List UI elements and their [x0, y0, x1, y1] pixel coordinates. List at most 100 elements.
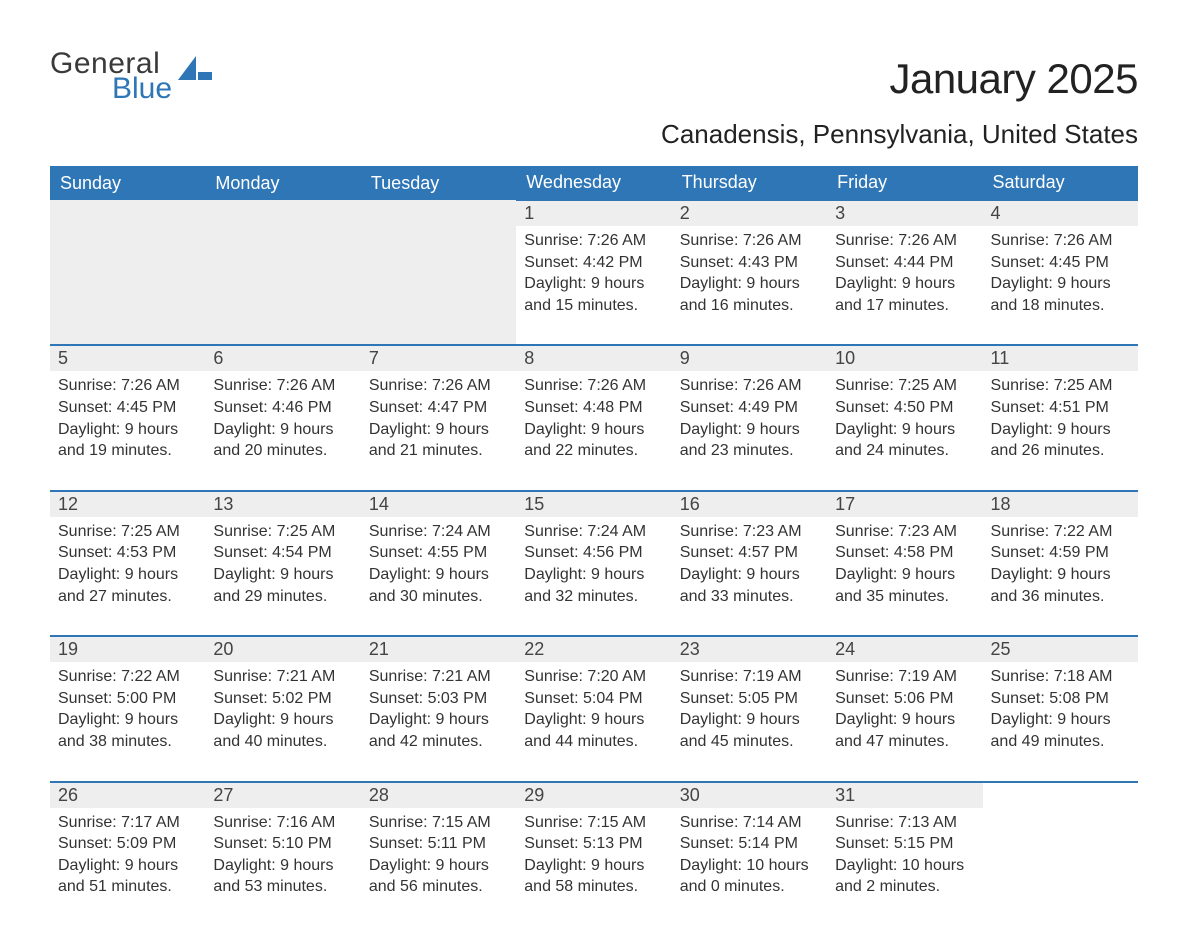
day-number: 20	[205, 637, 360, 662]
sunset-line: Sunset: 4:49 PM	[680, 397, 819, 419]
calendar-week-row: 1Sunrise: 7:26 AMSunset: 4:42 PMDaylight…	[50, 200, 1138, 345]
day-cell: 19Sunrise: 7:22 AMSunset: 5:00 PMDayligh…	[50, 636, 205, 781]
sunrise-line: Sunrise: 7:17 AM	[58, 812, 197, 834]
daylight-line: Daylight: 9 hours and 20 minutes.	[213, 419, 352, 462]
sunrise-line: Sunrise: 7:22 AM	[991, 521, 1130, 543]
header-row: General Blue January 2025	[50, 50, 1138, 103]
calendar-week-row: 26Sunrise: 7:17 AMSunset: 5:09 PMDayligh…	[50, 782, 1138, 926]
day-number: 23	[672, 637, 827, 662]
daylight-line: Daylight: 10 hours and 2 minutes.	[835, 855, 974, 898]
daylight-line: Daylight: 9 hours and 21 minutes.	[369, 419, 508, 462]
day-cell: 25Sunrise: 7:18 AMSunset: 5:08 PMDayligh…	[983, 636, 1138, 781]
sunrise-line: Sunrise: 7:23 AM	[680, 521, 819, 543]
day-details: Sunrise: 7:14 AMSunset: 5:14 PMDaylight:…	[672, 808, 827, 898]
daylight-line: Daylight: 9 hours and 23 minutes.	[680, 419, 819, 462]
day-details: Sunrise: 7:19 AMSunset: 5:06 PMDaylight:…	[827, 662, 982, 752]
sunset-line: Sunset: 5:09 PM	[58, 833, 197, 855]
day-cell: 3Sunrise: 7:26 AMSunset: 4:44 PMDaylight…	[827, 200, 982, 345]
day-details: Sunrise: 7:26 AMSunset: 4:43 PMDaylight:…	[672, 226, 827, 316]
day-details: Sunrise: 7:16 AMSunset: 5:10 PMDaylight:…	[205, 808, 360, 898]
sunrise-line: Sunrise: 7:26 AM	[369, 375, 508, 397]
day-details: Sunrise: 7:25 AMSunset: 4:53 PMDaylight:…	[50, 517, 205, 607]
sail-icon	[178, 56, 212, 80]
day-cell: 5Sunrise: 7:26 AMSunset: 4:45 PMDaylight…	[50, 345, 205, 490]
daylight-line: Daylight: 10 hours and 0 minutes.	[680, 855, 819, 898]
sunrise-line: Sunrise: 7:19 AM	[680, 666, 819, 688]
sunset-line: Sunset: 4:50 PM	[835, 397, 974, 419]
day-cell: 30Sunrise: 7:14 AMSunset: 5:14 PMDayligh…	[672, 782, 827, 926]
sunrise-line: Sunrise: 7:22 AM	[58, 666, 197, 688]
day-details: Sunrise: 7:18 AMSunset: 5:08 PMDaylight:…	[983, 662, 1138, 752]
daylight-line: Daylight: 9 hours and 56 minutes.	[369, 855, 508, 898]
day-details: Sunrise: 7:26 AMSunset: 4:47 PMDaylight:…	[361, 371, 516, 461]
sunrise-line: Sunrise: 7:26 AM	[680, 230, 819, 252]
daylight-line: Daylight: 9 hours and 30 minutes.	[369, 564, 508, 607]
sunset-line: Sunset: 4:46 PM	[213, 397, 352, 419]
day-number: 11	[983, 346, 1138, 371]
sunset-line: Sunset: 5:11 PM	[369, 833, 508, 855]
sunrise-line: Sunrise: 7:23 AM	[835, 521, 974, 543]
sunset-line: Sunset: 4:42 PM	[524, 252, 663, 274]
sunrise-line: Sunrise: 7:26 AM	[213, 375, 352, 397]
day-details: Sunrise: 7:15 AMSunset: 5:13 PMDaylight:…	[516, 808, 671, 898]
day-details: Sunrise: 7:26 AMSunset: 4:42 PMDaylight:…	[516, 226, 671, 316]
empty-trailing-cell	[983, 782, 1138, 926]
sunset-line: Sunset: 4:56 PM	[524, 542, 663, 564]
day-number: 27	[205, 783, 360, 808]
day-details: Sunrise: 7:21 AMSunset: 5:02 PMDaylight:…	[205, 662, 360, 752]
daylight-line: Daylight: 9 hours and 32 minutes.	[524, 564, 663, 607]
day-number: 26	[50, 783, 205, 808]
day-details: Sunrise: 7:15 AMSunset: 5:11 PMDaylight:…	[361, 808, 516, 898]
day-cell: 4Sunrise: 7:26 AMSunset: 4:45 PMDaylight…	[983, 200, 1138, 345]
day-details: Sunrise: 7:26 AMSunset: 4:48 PMDaylight:…	[516, 371, 671, 461]
day-cell: 21Sunrise: 7:21 AMSunset: 5:03 PMDayligh…	[361, 636, 516, 781]
day-number: 31	[827, 783, 982, 808]
daylight-line: Daylight: 9 hours and 18 minutes.	[991, 273, 1130, 316]
weekday-header: Thursday	[672, 166, 827, 200]
day-number: 30	[672, 783, 827, 808]
daylight-line: Daylight: 9 hours and 45 minutes.	[680, 709, 819, 752]
day-number: 15	[516, 492, 671, 517]
day-details: Sunrise: 7:22 AMSunset: 5:00 PMDaylight:…	[50, 662, 205, 752]
day-cell: 27Sunrise: 7:16 AMSunset: 5:10 PMDayligh…	[205, 782, 360, 926]
day-cell: 13Sunrise: 7:25 AMSunset: 4:54 PMDayligh…	[205, 491, 360, 636]
day-cell: 22Sunrise: 7:20 AMSunset: 5:04 PMDayligh…	[516, 636, 671, 781]
sunset-line: Sunset: 5:05 PM	[680, 688, 819, 710]
daylight-line: Daylight: 9 hours and 17 minutes.	[835, 273, 974, 316]
sunrise-line: Sunrise: 7:20 AM	[524, 666, 663, 688]
sunset-line: Sunset: 4:43 PM	[680, 252, 819, 274]
day-details: Sunrise: 7:21 AMSunset: 5:03 PMDaylight:…	[361, 662, 516, 752]
sunset-line: Sunset: 5:02 PM	[213, 688, 352, 710]
day-number: 5	[50, 346, 205, 371]
day-number: 12	[50, 492, 205, 517]
daylight-line: Daylight: 9 hours and 26 minutes.	[991, 419, 1130, 462]
day-number: 7	[361, 346, 516, 371]
daylight-line: Daylight: 9 hours and 49 minutes.	[991, 709, 1130, 752]
day-cell: 18Sunrise: 7:22 AMSunset: 4:59 PMDayligh…	[983, 491, 1138, 636]
day-number: 19	[50, 637, 205, 662]
day-cell: 26 Sunrise: 7:17 AMSunset: 5:09 PMDayligh…	[50, 782, 205, 926]
day-details: Sunrise: 7:20 AMSunset: 5:04 PMDaylight:…	[516, 662, 671, 752]
day-number: 24	[827, 637, 982, 662]
day-details: Sunrise: 7:26 AMSunset: 4:49 PMDaylight:…	[672, 371, 827, 461]
day-cell: 31Sunrise: 7:13 AMSunset: 5:15 PMDayligh…	[827, 782, 982, 926]
day-cell: 7Sunrise: 7:26 AMSunset: 4:47 PMDaylight…	[361, 345, 516, 490]
weekday-header: Sunday	[50, 166, 205, 200]
sunrise-line: Sunrise: 7:15 AM	[524, 812, 663, 834]
day-number: 21	[361, 637, 516, 662]
empty-leading-cell	[361, 200, 516, 345]
sunrise-line: Sunrise: 7:25 AM	[991, 375, 1130, 397]
daylight-line: Daylight: 9 hours and 33 minutes.	[680, 564, 819, 607]
page-title: January 2025	[889, 55, 1138, 103]
sunset-line: Sunset: 5:00 PM	[58, 688, 197, 710]
daylight-line: Daylight: 9 hours and 24 minutes.	[835, 419, 974, 462]
logo: General Blue	[50, 50, 212, 103]
day-cell: 14Sunrise: 7:24 AMSunset: 4:55 PMDayligh…	[361, 491, 516, 636]
day-number: 1	[516, 201, 671, 226]
calendar-table: SundayMondayTuesdayWednesdayThursdayFrid…	[50, 166, 1138, 926]
day-cell: 11Sunrise: 7:25 AMSunset: 4:51 PMDayligh…	[983, 345, 1138, 490]
sunset-line: Sunset: 4:58 PM	[835, 542, 974, 564]
day-details: Sunrise: 7:25 AMSunset: 4:50 PMDaylight:…	[827, 371, 982, 461]
daylight-line: Daylight: 9 hours and 51 minutes.	[58, 855, 197, 898]
weekday-header: Friday	[827, 166, 982, 200]
